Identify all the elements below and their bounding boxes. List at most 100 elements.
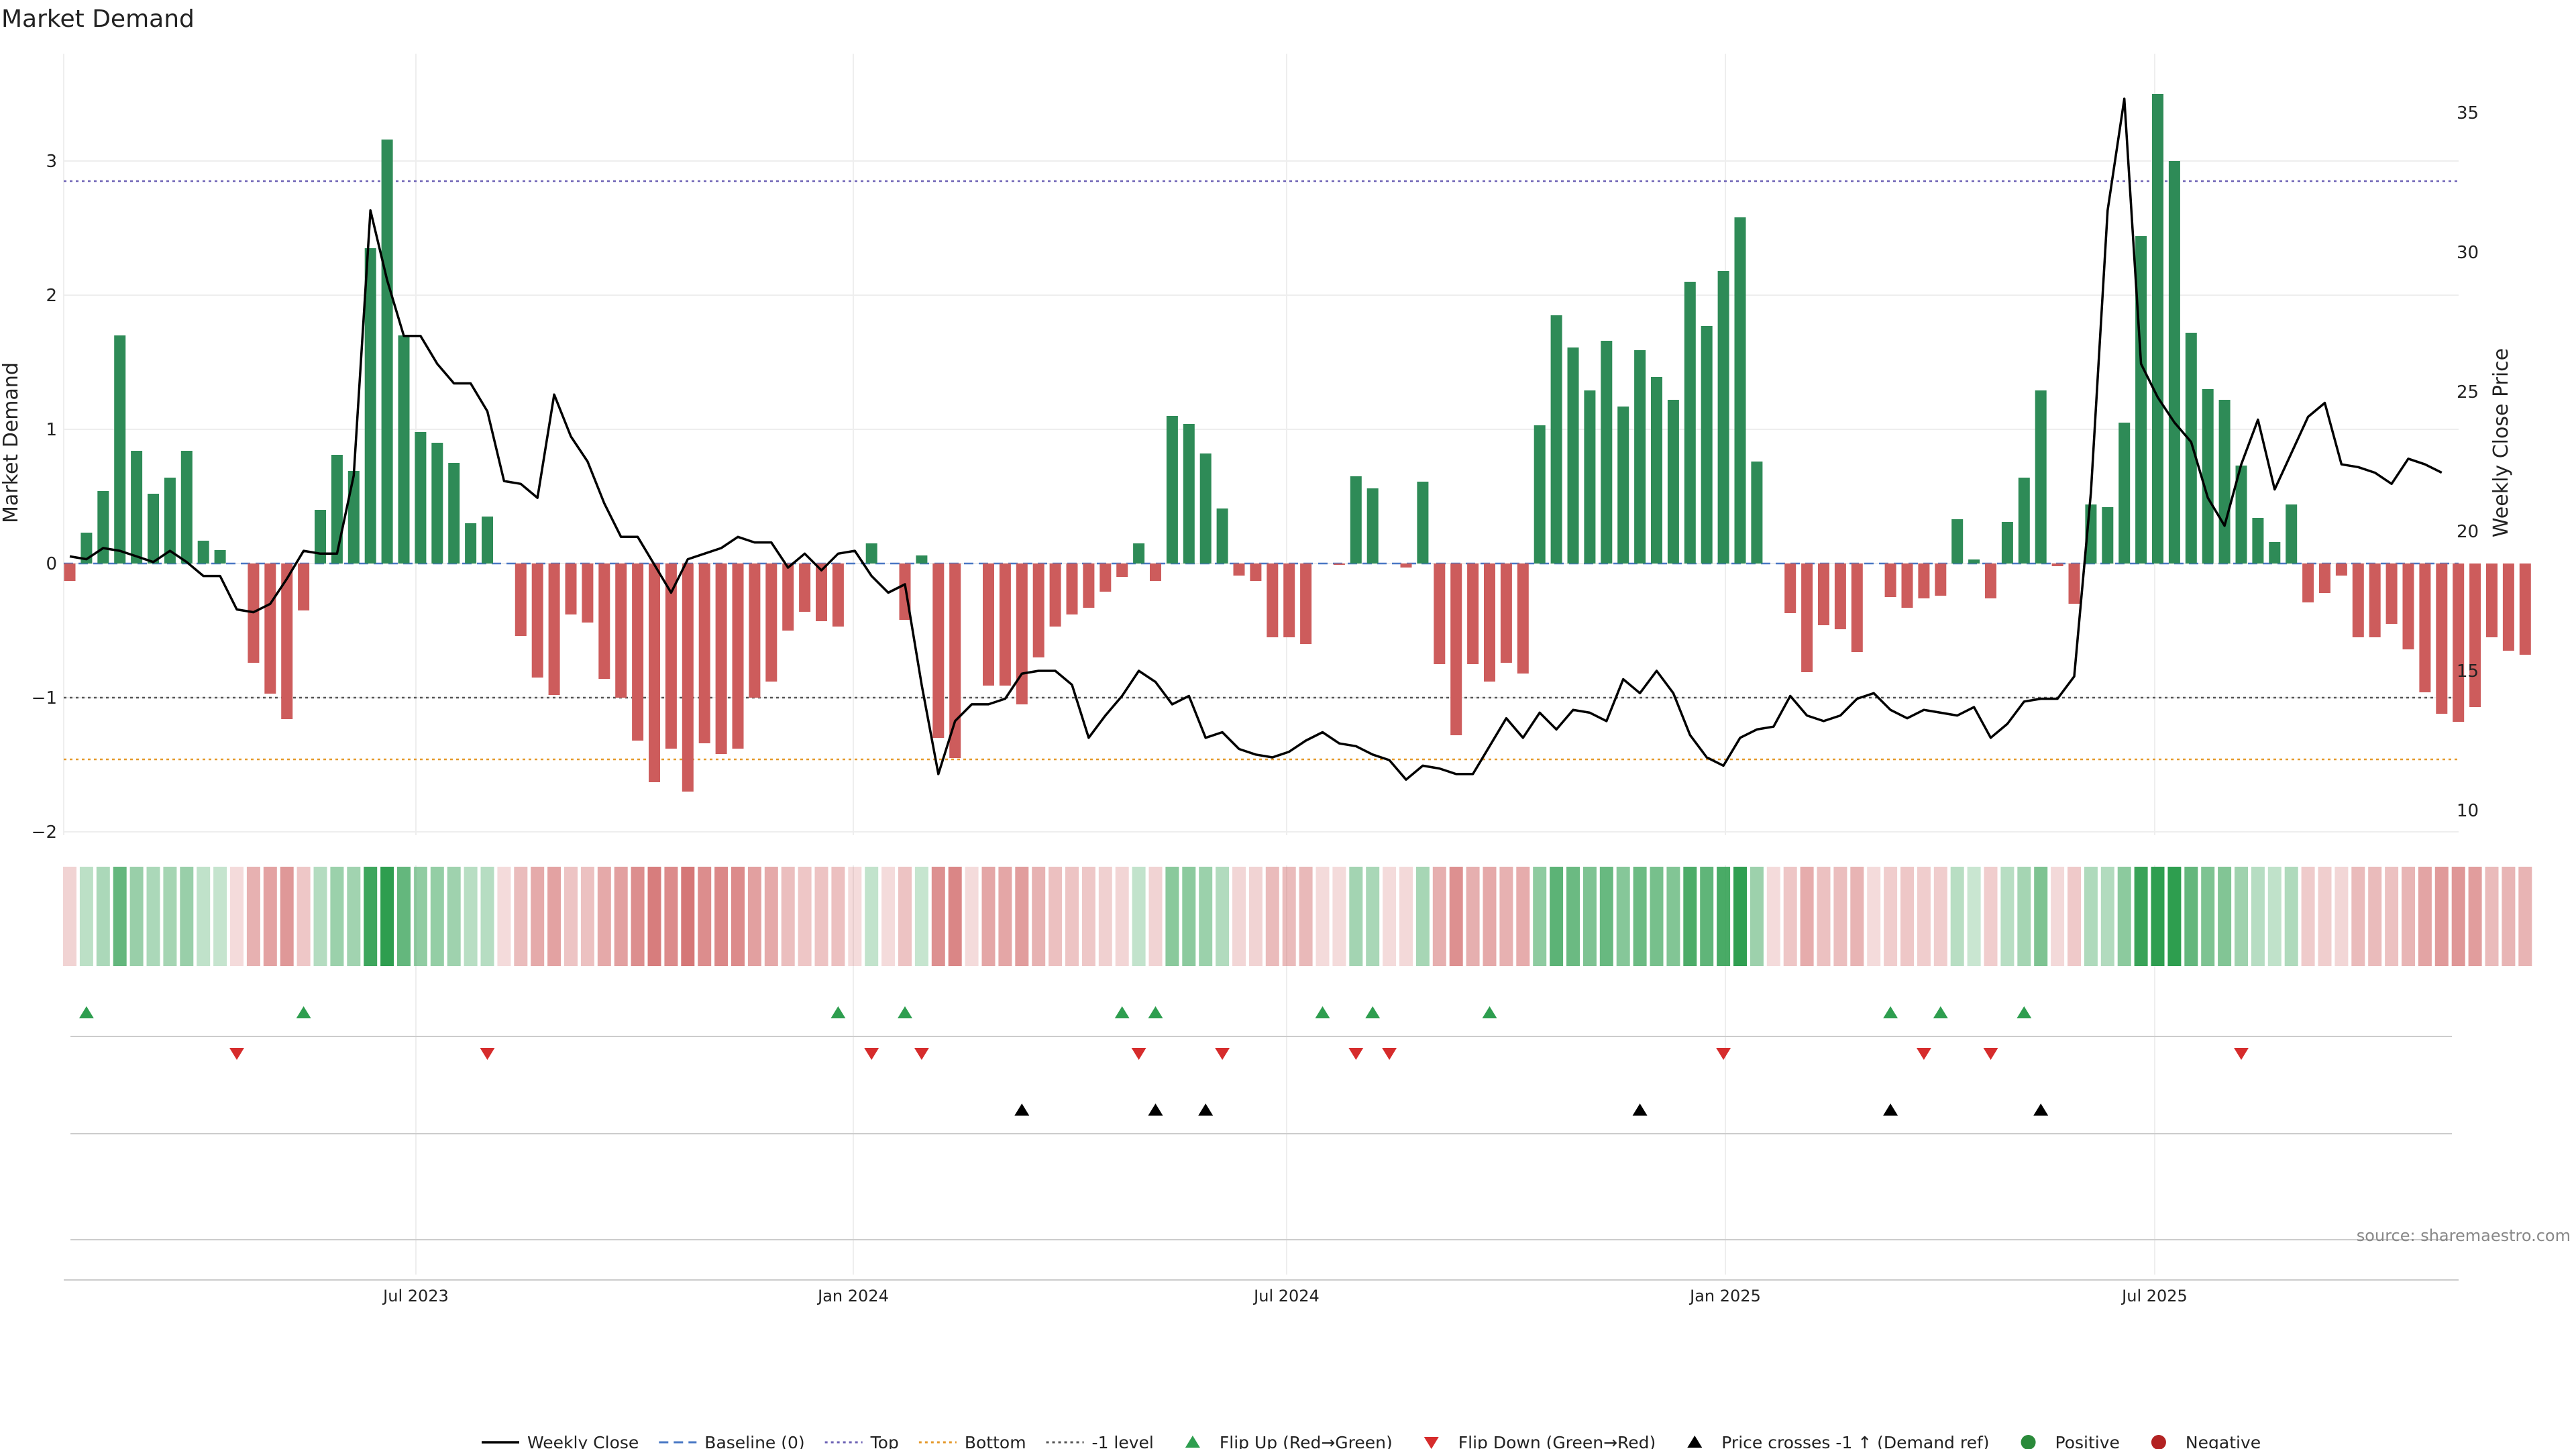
flip-markers (78, 1006, 2249, 1060)
strip-cell (814, 867, 828, 966)
legend-label: Flip Up (Red→Green) (1220, 1433, 1393, 1449)
negative-bar (632, 564, 644, 741)
strip-cell (246, 867, 260, 966)
negative-bar (2335, 564, 2347, 576)
negative-bar (1935, 564, 1947, 596)
strip-cell (397, 867, 411, 966)
flip-down-marker (1382, 1048, 1397, 1060)
strip-cell (2134, 867, 2148, 966)
legend-label: Price crosses -1 ↑ (Demand ref) (1721, 1433, 1989, 1449)
strip-cell (2068, 867, 2081, 966)
strip-cell (1817, 867, 1831, 966)
negative-bar (1083, 564, 1095, 608)
strip-cell (347, 867, 361, 966)
strip-cell (1265, 867, 1279, 966)
negative-bar (264, 564, 276, 694)
positive-bar (347, 471, 360, 564)
strip-cell (480, 867, 494, 966)
flip-down-marker (1983, 1048, 1998, 1060)
strip-cell (1833, 867, 1847, 966)
strip-cell (881, 867, 896, 966)
strip-cell (447, 867, 461, 966)
strip-cell (2017, 867, 2031, 966)
strip-cell (1216, 867, 1230, 966)
strip-cell (1717, 867, 1731, 966)
strip-cell (2235, 867, 2248, 966)
negative-bar (64, 564, 76, 581)
flip-up-marker (1365, 1006, 1381, 1018)
strip-cell (1449, 867, 1463, 966)
strip-cell (547, 867, 561, 966)
positive-bar (1717, 271, 1729, 564)
positive-bar (114, 335, 126, 564)
x-tick-label: Jan 2025 (1688, 1287, 1761, 1305)
strip-cell (1132, 867, 1146, 966)
weekly-close-series (69, 97, 2443, 781)
strip-cell (1199, 867, 1213, 966)
positive-bar (164, 478, 176, 564)
strip-cell (1483, 867, 1497, 966)
strip-cell (497, 867, 511, 966)
flip-down-marker (480, 1048, 495, 1060)
negative-bar (1099, 564, 1112, 592)
legend-label: Top (870, 1433, 899, 1449)
positive-bar (1951, 519, 1964, 564)
strip-cell (1650, 867, 1664, 966)
strip-cell (1867, 867, 1881, 966)
positive-bar (2252, 518, 2264, 564)
strip-cell (898, 867, 912, 966)
positive-bar (1634, 350, 1646, 564)
demand-bars (64, 94, 2531, 792)
positive-bar (1968, 559, 1980, 564)
strip-cell (113, 867, 127, 966)
positive-bar (1651, 377, 1662, 564)
strip-cell (564, 867, 578, 966)
negative-bar (2319, 564, 2330, 593)
positive-bar (1183, 424, 1195, 564)
strip-cell (848, 867, 862, 966)
strip-cell (2434, 867, 2449, 966)
left-tick-label: −2 (32, 822, 57, 843)
negative-bar (1267, 564, 1279, 637)
positive-bar (2018, 478, 2030, 564)
positive-bar (97, 491, 109, 564)
strip-cell (2117, 867, 2131, 966)
strip-cell (1349, 867, 1363, 966)
price-cross-marker (1198, 1104, 1214, 1116)
strip-cell (1550, 867, 1564, 966)
price-cross-marker (2033, 1104, 2049, 1116)
negative-bar (598, 564, 610, 679)
x-tick-label: Jul 2025 (2121, 1287, 2188, 1305)
strip-cell (2000, 867, 2015, 966)
positive-bar (2035, 390, 2047, 564)
strip-cell (614, 867, 628, 966)
positive-bar (1417, 482, 1429, 564)
negative-bar (1150, 564, 1161, 581)
positive-bar (916, 555, 928, 564)
strip-cell (981, 867, 996, 966)
strip-cell (1098, 867, 1112, 966)
strip-cell (597, 867, 611, 966)
strip-cell (1967, 867, 1981, 966)
negative-bar (2369, 564, 2381, 637)
negative-bar (799, 564, 811, 612)
positive-bar (1567, 347, 1579, 564)
negative-bar (2453, 564, 2465, 722)
strip-cell (1800, 867, 1814, 966)
negative-bar (2436, 564, 2448, 714)
strip-cell (1884, 867, 1898, 966)
strip-cell (747, 867, 761, 966)
left-axis: 3 2 1 0 −1 −2 (32, 152, 57, 843)
legend-label: Positive (2055, 1433, 2120, 1449)
flip-down-marker (2234, 1048, 2249, 1060)
x-axis: Jul 2023 Jan 2024 Jul 2024 Jan 2025 Jul 2025 (382, 1287, 2188, 1305)
strip-cell (2201, 867, 2215, 966)
negative-bar (2302, 564, 2314, 602)
negative-bar (1484, 564, 1495, 682)
left-tick-label: −1 (32, 688, 57, 708)
price-cross-marker (1148, 1104, 1163, 1116)
strip-cell (1332, 867, 1346, 966)
strip-cell (1750, 867, 1764, 966)
strip-cell (180, 867, 194, 966)
flip-up-marker (2017, 1006, 2032, 1018)
